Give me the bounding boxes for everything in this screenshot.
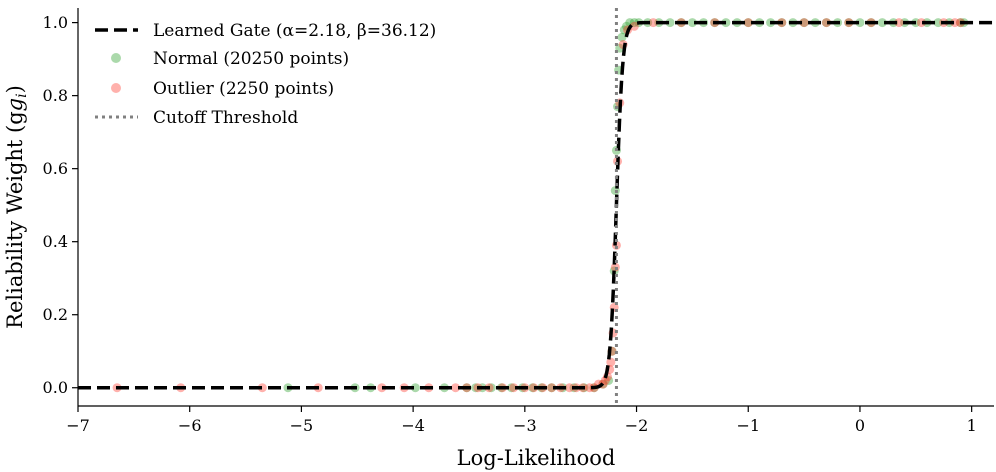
normal-point — [855, 18, 865, 28]
x-tick-label: −2 — [625, 416, 649, 435]
outlier-point — [547, 383, 557, 393]
y-ticks: 0.0 0.2 0.4 0.6 0.8 1.0 — [43, 13, 78, 397]
legend-normal-swatch — [111, 53, 121, 63]
outlier-point — [799, 18, 809, 28]
x-tick-label: −6 — [178, 416, 202, 435]
normal-point — [547, 383, 557, 393]
outlier-point — [821, 18, 831, 28]
y-tick-label: 1.0 — [43, 13, 68, 32]
learned-gate-curve — [78, 20, 994, 390]
outlier-point — [565, 383, 575, 393]
normal-point — [821, 18, 831, 28]
x-tick-label: −5 — [290, 416, 314, 435]
outlier-point — [529, 383, 539, 393]
y-axis-label-g: g — [3, 98, 27, 111]
x-tick-label: −7 — [66, 416, 90, 435]
normal-points — [283, 18, 969, 393]
x-tick-label: 0 — [855, 416, 865, 435]
normal-point — [486, 383, 496, 393]
outlier-point — [648, 18, 658, 28]
legend-cutoff-label: Cutoff Threshold — [153, 108, 298, 128]
axes — [77, 8, 994, 407]
normal-point — [933, 18, 943, 28]
y-axis-label-subscript: i — [14, 93, 30, 97]
outlier-point — [629, 21, 639, 31]
x-tick-label: −4 — [401, 416, 425, 435]
outlier-point — [451, 383, 461, 393]
normal-point — [877, 18, 887, 28]
outlier-point — [585, 383, 595, 393]
outlier-point — [606, 357, 616, 367]
normal-point — [625, 18, 635, 28]
normal-point — [665, 18, 675, 28]
normal-point — [799, 18, 809, 28]
normal-point — [471, 383, 481, 393]
outlier-point — [600, 375, 610, 385]
y-tick-label: 0.2 — [43, 305, 68, 324]
normal-point — [410, 383, 420, 393]
legend-gate-label: Learned Gate (α=2.18, β=36.12) — [153, 21, 436, 41]
outlier-point — [377, 383, 387, 393]
y-tick-label: 0.4 — [43, 232, 68, 251]
y-axis-label-close: ) — [3, 85, 27, 93]
x-tick-label: −1 — [736, 416, 760, 435]
x-tick-label: 1 — [967, 416, 977, 435]
normal-point — [617, 32, 627, 42]
x-tick-label: −3 — [513, 416, 537, 435]
plot-area — [78, 8, 994, 406]
legend: Learned Gate (α=2.18, β=36.12) Normal (2… — [95, 21, 436, 128]
normal-point — [506, 383, 516, 393]
normal-point — [743, 18, 753, 28]
legend-outlier-swatch — [111, 83, 121, 93]
normal-point — [629, 18, 639, 28]
legend-normal-label: Normal (20250 points) — [153, 49, 349, 69]
y-tick-label: 0.0 — [43, 378, 68, 397]
y-axis-label: Reliability Weight (ggi) — [3, 85, 30, 329]
normal-point — [687, 18, 697, 28]
normal-point — [528, 383, 538, 393]
outlier-point — [509, 383, 519, 393]
outlier-point — [257, 383, 267, 393]
x-axis-label: Log-Likelihood — [457, 446, 616, 470]
outlier-point — [916, 18, 926, 28]
outlier-point — [950, 18, 960, 28]
y-axis-label-main: Reliability Weight (g — [3, 111, 27, 329]
y-tick-label: 0.6 — [43, 159, 68, 178]
outlier-point — [743, 18, 753, 28]
y-tick-label: 0.8 — [43, 86, 68, 105]
legend-outlier-label: Outlier (2250 points) — [153, 79, 334, 99]
outlier-point — [894, 18, 904, 28]
x-ticks: −7 −6 −5 −4 −3 −2 −1 0 1 — [66, 406, 977, 435]
